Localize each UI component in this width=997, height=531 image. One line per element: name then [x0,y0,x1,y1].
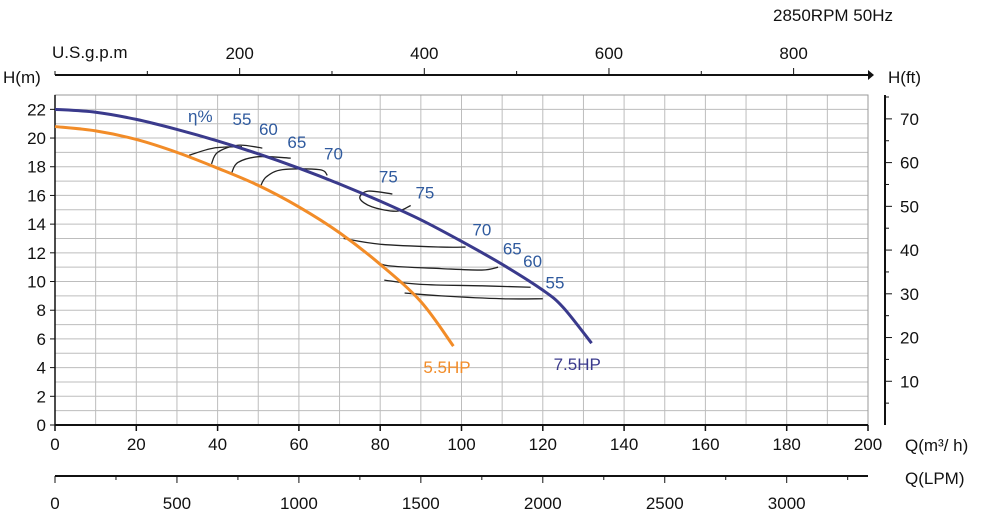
series-line-1 [54,125,455,347]
efficiency-value-label: 60 [259,120,278,139]
efficiency-contour [231,155,291,173]
y-tick-label: 20 [27,129,46,148]
right-tick-label: 30 [900,285,919,304]
right-tick-label: 10 [900,372,919,391]
y-tick-label: 8 [37,301,46,320]
efficiency-contour [359,190,411,212]
y-tick-label: 0 [37,416,46,435]
top-tick-label: 200 [225,44,253,63]
y-tick-label: 12 [27,244,46,263]
x-tick-label: 60 [289,435,308,454]
bottom-tick-label: 1000 [280,494,318,513]
series-label-1: 5.5HP [423,358,470,377]
x-tick-label: 100 [447,435,475,454]
right-tick-label: 50 [900,197,919,216]
top-tick-label: 800 [779,44,807,63]
efficiency-contour [210,144,263,165]
x-tick-label: 160 [691,435,719,454]
x-tick-label: 80 [371,435,390,454]
right-tick-label: 60 [900,154,919,173]
top-axis-arrow [868,70,874,80]
series-line-0 [54,107,593,345]
efficiency-contour [373,259,499,271]
top-axis-label: U.S.g.p.m [52,43,128,62]
x-tick-label: 20 [127,435,146,454]
top-tick-label: 600 [595,44,623,63]
bottom-axis-label: Q(LPM) [905,469,965,488]
efficiency-value-label: 65 [503,239,522,258]
bottom-tick-label: 1500 [402,494,440,513]
efficiency-label: η% [188,107,213,126]
bottom-tick-label: 2000 [524,494,562,513]
x-tick-label: 0 [50,435,59,454]
x-tick-label: 120 [529,435,557,454]
x-tick-label: 40 [208,435,227,454]
x-tick-label: 140 [610,435,638,454]
y-tick-label: 22 [27,100,46,119]
x-axis-label: Q(m³/ h) [905,436,968,455]
y-tick-label: 4 [37,359,46,378]
y-axis-label: H(m) [3,68,41,87]
bottom-tick-label: 3000 [768,494,806,513]
efficiency-value-label: 55 [233,110,252,129]
right-tick-label: 40 [900,241,919,260]
y-tick-label: 10 [27,273,46,292]
top-tick-label: 400 [410,44,438,63]
efficiency-value-label: 65 [287,133,306,152]
y-tick-label: 16 [27,186,46,205]
right-tick-label: 20 [900,329,919,348]
chart-subtitle: 2850RPM 50Hz [773,6,893,25]
efficiency-contour [404,292,543,300]
right-axis-label: H(ft) [888,68,921,87]
series-label-0: 7.5HP [554,355,601,374]
efficiency-value-label: 75 [415,183,434,202]
y-tick-label: 14 [27,215,46,234]
bottom-tick-label: 0 [50,494,59,513]
efficiency-contour [343,237,466,248]
y-tick-label: 18 [27,158,46,177]
efficiency-value-label: 70 [324,145,343,164]
efficiency-value-label: 70 [472,221,491,240]
bottom-tick-label: 500 [163,494,191,513]
y-tick-label: 2 [37,387,46,406]
x-tick-label: 180 [773,435,801,454]
y-tick-label: 6 [37,330,46,349]
efficiency-value-label: 55 [546,274,565,293]
efficiency-value-label: 60 [523,252,542,271]
bottom-tick-label: 2500 [646,494,684,513]
x-tick-label: 200 [854,435,882,454]
right-tick-label: 70 [900,110,919,129]
efficiency-contour [259,168,328,188]
efficiency-value-label: 75 [379,168,398,187]
